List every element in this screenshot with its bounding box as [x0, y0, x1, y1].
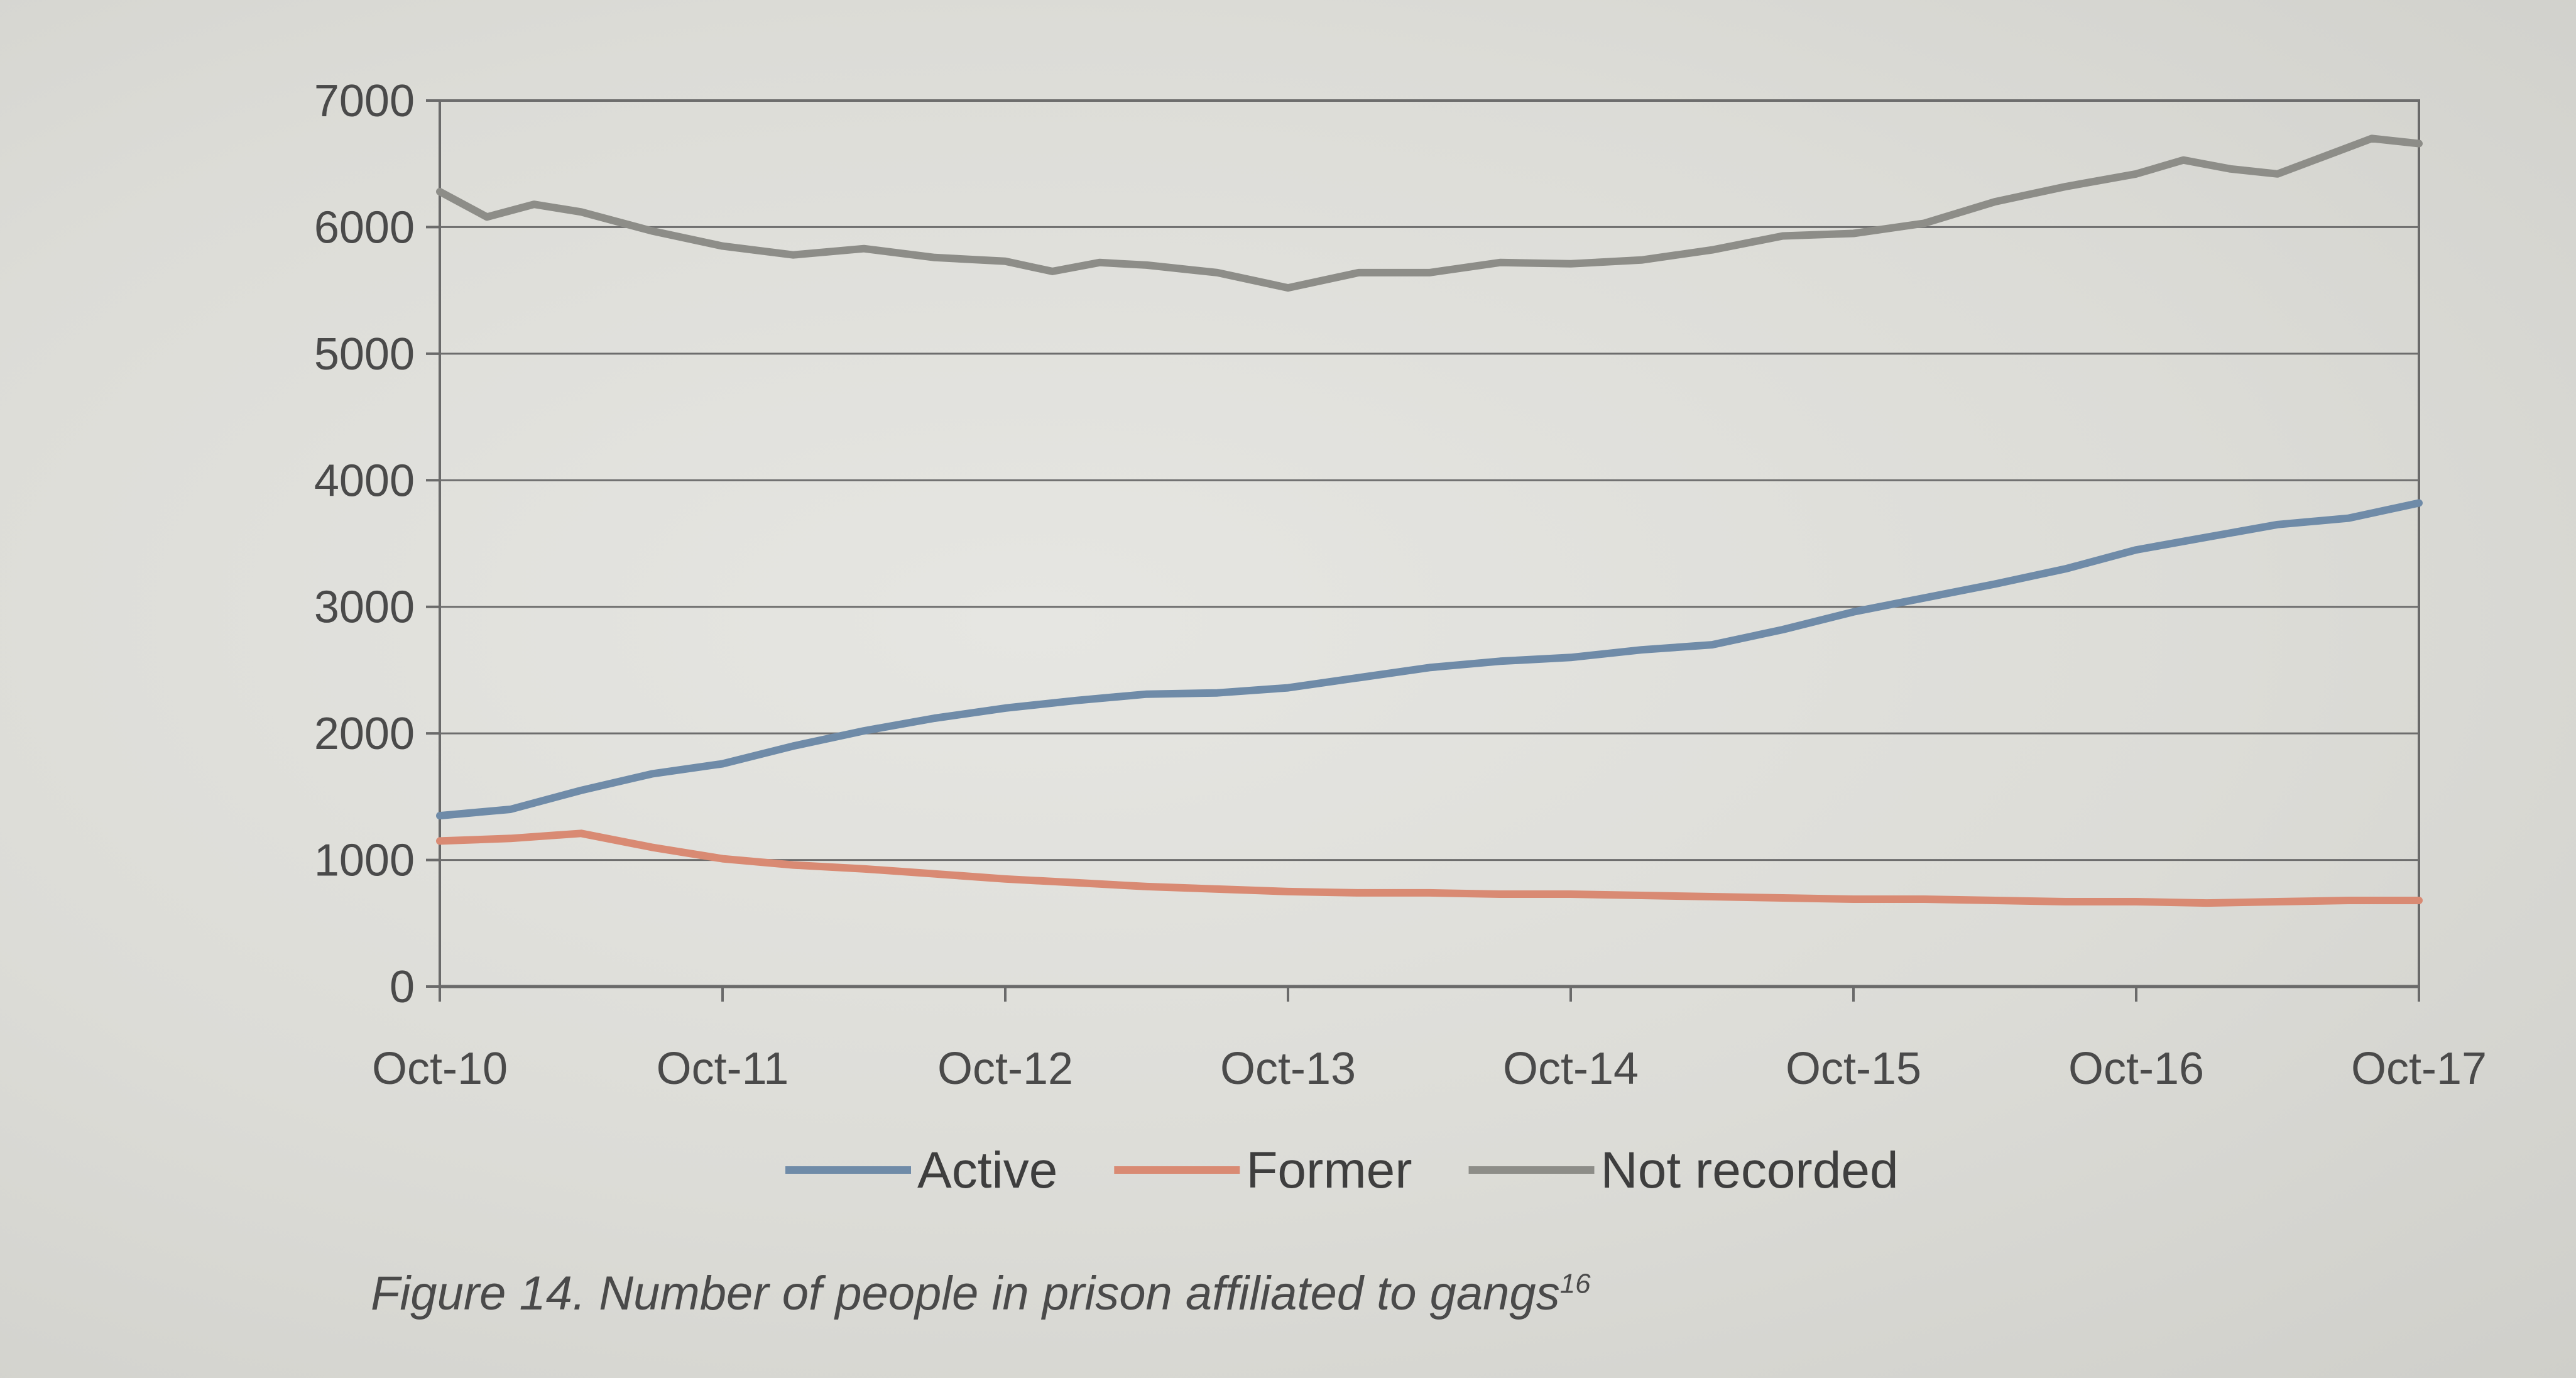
y-tick-label-1000: 1000 — [314, 836, 415, 886]
x-tick-label-Oct-17: Oct-17 — [2351, 1044, 2487, 1094]
x-tick-label-Oct-10: Oct-10 — [372, 1044, 508, 1094]
series-line-active — [436, 499, 2423, 820]
y-tick-label-6000: 6000 — [314, 202, 415, 253]
legend-label-former: Former — [1246, 1142, 1412, 1199]
legend-label-active: Active — [917, 1142, 1057, 1199]
y-tick-label-2000: 2000 — [314, 709, 415, 759]
series-line-former — [436, 829, 2423, 907]
x-tick-label-Oct-15: Oct-15 — [1786, 1044, 1921, 1094]
y-tick-label-7000: 7000 — [314, 76, 415, 126]
series-lines — [436, 134, 2423, 907]
figure-caption: Figure 14. Number of people in prison af… — [371, 1266, 1591, 1321]
x-tick-label-Oct-16: Oct-16 — [2068, 1044, 2204, 1094]
y-tick-label-4000: 4000 — [314, 456, 415, 506]
x-tick-label-Oct-12: Oct-12 — [937, 1044, 1073, 1094]
legend-label-not-recorded: Not recorded — [1601, 1142, 1899, 1199]
caption-text: Figure 14. Number of people in prison af… — [371, 1267, 1560, 1320]
axes: 0 1000 2000 3000 4000 5000 6000 7000 Oct-10 Oct-1… — [314, 76, 2487, 1094]
y-tick-label-5000: 5000 — [314, 329, 415, 380]
legend: Active Former Not recorded — [785, 1142, 1899, 1199]
x-tick-label-Oct-14: Oct-14 — [1503, 1044, 1639, 1094]
plot-area-frame — [439, 99, 2420, 988]
caption-footnote-marker: 16 — [1559, 1268, 1591, 1299]
series-line-not-recorded — [436, 134, 2423, 292]
gridlines — [440, 99, 2419, 861]
y-tick-label-3000: 3000 — [314, 582, 415, 633]
y-tick-label-0: 0 — [390, 962, 415, 1012]
x-tick-label-Oct-13: Oct-13 — [1220, 1044, 1356, 1094]
x-tick-label-Oct-11: Oct-11 — [657, 1044, 789, 1094]
